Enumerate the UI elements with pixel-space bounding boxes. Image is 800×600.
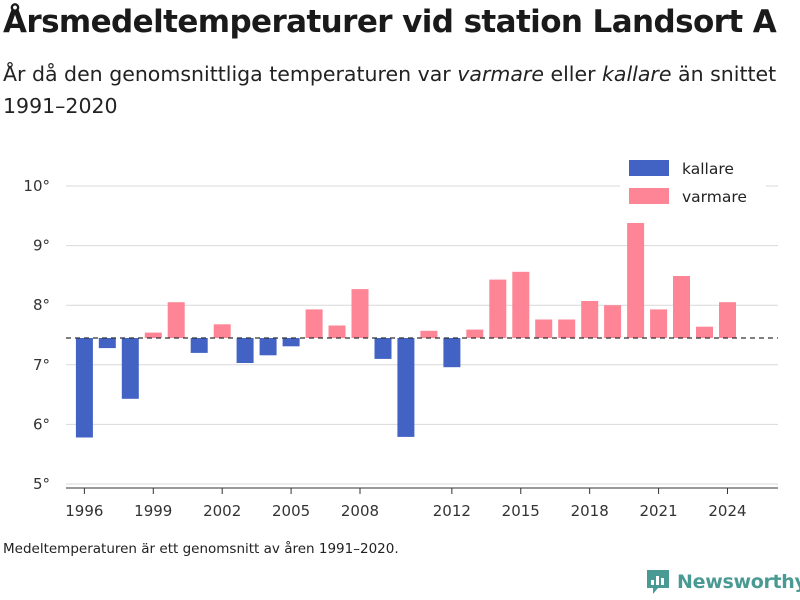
x-tick-label-2015: 2015 [502, 502, 540, 520]
x-tick-label-1996: 1996 [65, 502, 103, 520]
bar-chart: 5° 6° 7° 8° 9° 10° 1996 1999 2002 2005 2008 2012 20… [23, 152, 778, 520]
bars [75, 223, 736, 438]
legend-label-kallare: kallare [682, 160, 734, 178]
x-tick-labels: 1996 1999 2002 2005 2008 2012 2015 2018 2021 2024 [65, 488, 747, 520]
x-tick-label-2005: 2005 [272, 502, 310, 520]
bar-2020 [627, 223, 645, 338]
y-tick-label-6: 6° [33, 415, 50, 433]
bar-1999 [144, 332, 162, 338]
brand-name: Newsworthy [677, 571, 800, 593]
bar-2000 [167, 302, 185, 338]
x-tick-label-2012: 2012 [433, 502, 471, 520]
subtitle-text-2: eller [543, 62, 603, 86]
bar-2008 [351, 289, 369, 338]
footnote: Medeltemperaturen är ett genomsnitt av å… [3, 541, 399, 557]
bar-2015 [512, 271, 530, 338]
bar-2009 [374, 338, 392, 359]
bar-1997 [98, 338, 116, 349]
bar-1998 [121, 338, 139, 399]
subtitle-text-3: än snittet 1991–2020 [3, 62, 777, 118]
bar-2005 [282, 338, 300, 347]
bar-2003 [236, 338, 254, 363]
legend-swatch-varmare [629, 188, 669, 204]
bar-1996 [75, 338, 93, 438]
subtitle-warm-word: varmare [457, 62, 544, 86]
bar-2017 [558, 319, 576, 338]
y-tick-label-10: 10° [23, 177, 50, 195]
bar-2018 [581, 301, 599, 338]
x-tick-label-2002: 2002 [203, 502, 241, 520]
y-tick-label-9: 9° [33, 237, 50, 255]
y-tick-label-8: 8° [33, 296, 50, 314]
bar-2021 [650, 309, 668, 338]
subtitle-cold-word: kallare [602, 62, 672, 86]
bar-2001 [190, 338, 208, 353]
bar-2011 [420, 330, 438, 338]
bar-2024 [719, 302, 736, 338]
y-tick-label-5: 5° [33, 475, 50, 493]
x-tick-label-2018: 2018 [571, 502, 609, 520]
bar-2010 [397, 338, 415, 437]
bar-2002 [213, 324, 231, 338]
bar-2004 [259, 338, 277, 356]
chart-title: Årsmedeltemperaturer vid station Landsor… [3, 4, 777, 40]
bar-2023 [696, 326, 713, 338]
newsworthy-icon [647, 570, 669, 594]
subtitle-text-1: År då den genomsnittliga temperaturen va… [3, 62, 458, 86]
bar-2016 [535, 319, 553, 338]
bar-2014 [489, 279, 507, 338]
x-tick-label-1999: 1999 [134, 502, 172, 520]
x-tick-label-2021: 2021 [639, 502, 677, 520]
x-tick-label-2024: 2024 [708, 502, 746, 520]
bar-2007 [328, 325, 346, 338]
bar-2022 [673, 276, 690, 338]
bar-2012 [443, 338, 461, 368]
bar-2013 [466, 329, 484, 338]
brand-logo: Newsworthy [645, 568, 800, 596]
legend-swatch-kallare [629, 160, 669, 176]
x-tick-label-2008: 2008 [341, 502, 379, 520]
y-tick-label-7: 7° [33, 356, 50, 374]
legend-label-varmare: varmare [682, 188, 747, 206]
bar-2006 [305, 309, 323, 338]
y-tick-labels: 5° 6° 7° 8° 9° 10° [23, 177, 50, 493]
bar-2019 [604, 305, 622, 338]
chart-subtitle: År då den genomsnittliga temperaturen va… [3, 58, 793, 122]
legend: kallare varmare [620, 152, 766, 210]
